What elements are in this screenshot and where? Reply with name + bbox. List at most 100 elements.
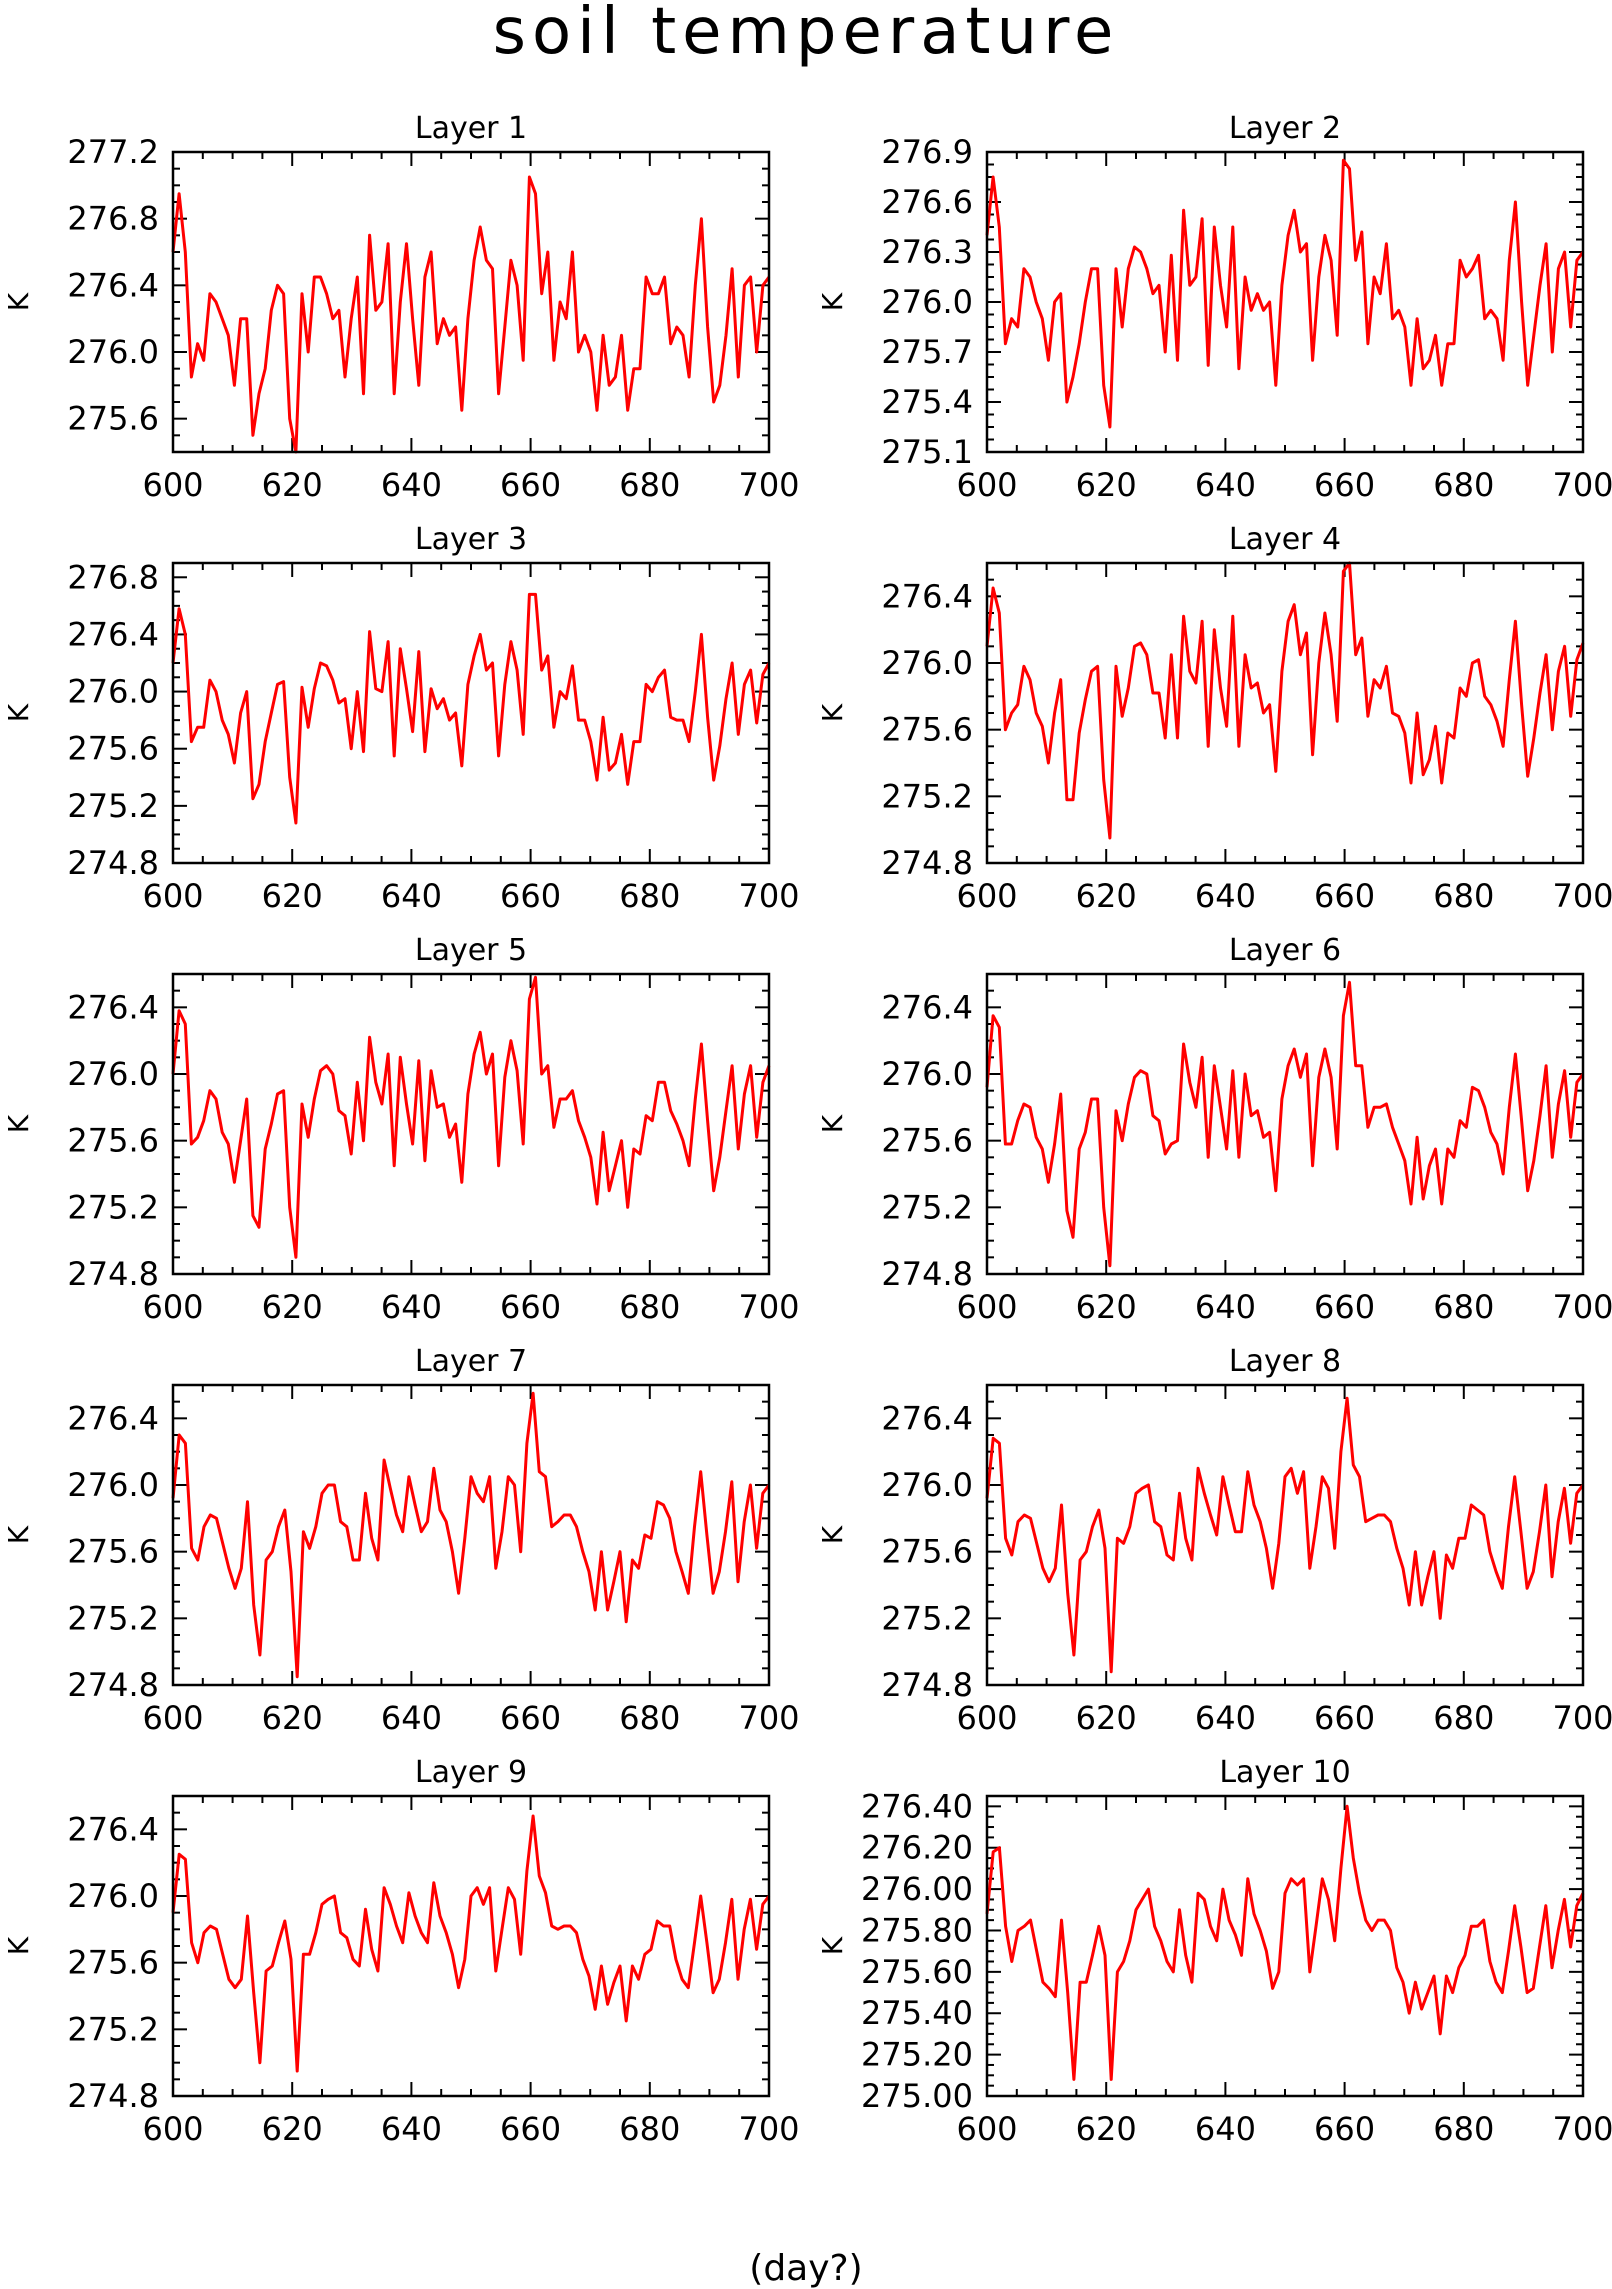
- series-line: [985, 1804, 1585, 2081]
- series-line: [171, 175, 771, 454]
- x-tick-label: 660: [1314, 1288, 1375, 1326]
- y-tick-label: 274.8: [881, 1666, 973, 1704]
- chart-panel-1: Layer 1 K 600 620 640 660 680 700 277.2 276.8 276.…: [2, 111, 800, 504]
- series-line: [985, 158, 1585, 429]
- x-tick-label: 680: [1433, 1699, 1494, 1737]
- page-title: soil temperature: [492, 0, 1120, 69]
- series-line: [985, 1396, 1585, 1674]
- x-tick-label: 700: [1552, 466, 1612, 504]
- chart-panel-5: Layer 5 K 600 620 640 660 680 700 276.4 276.0 275.…: [2, 933, 800, 1326]
- series-line: [985, 561, 1585, 840]
- chart-panel-6: Layer 6 K 600 620 640 660 680 700 276.4 276.0 275.…: [816, 933, 1612, 1326]
- y-tick-label: 274.8: [67, 1255, 159, 1293]
- y-axis-label: K: [816, 1525, 849, 1544]
- y-tick-label: 275.2: [881, 777, 973, 815]
- plot-frame: [171, 561, 771, 865]
- x-tick-label: 680: [619, 466, 680, 504]
- x-tick-label: 700: [738, 1699, 799, 1737]
- x-tick-label: 680: [619, 1288, 680, 1326]
- y-axis-label: K: [2, 703, 35, 722]
- y-tick-label: 276.4: [67, 266, 159, 304]
- x-tick-label: 600: [956, 2110, 1017, 2148]
- x-tick-label: 660: [1314, 2110, 1375, 2148]
- x-tick-label: 640: [381, 877, 442, 915]
- x-tick-label: 700: [738, 2110, 799, 2148]
- x-tick-label: 640: [1195, 1288, 1256, 1326]
- y-tick-label: 276.20: [861, 1829, 973, 1867]
- y-axis-label: K: [2, 1525, 35, 1544]
- y-axis-label: K: [816, 703, 849, 722]
- x-tick-label: 640: [381, 1288, 442, 1326]
- y-tick-label: 276.3: [881, 233, 973, 271]
- x-tick-label: 600: [142, 877, 203, 915]
- y-tick-label: 276.0: [881, 1466, 973, 1504]
- x-tick-label: 660: [500, 1288, 561, 1326]
- y-axis-label: K: [2, 292, 35, 311]
- chart-title: Layer 4: [1229, 522, 1341, 557]
- x-tick-label: 700: [738, 466, 799, 504]
- x-tick-label: 620: [1076, 1699, 1137, 1737]
- y-tick-label: 277.2: [67, 133, 159, 171]
- y-tick-label: 276.6: [881, 183, 973, 221]
- chart-title: Layer 6: [1229, 933, 1341, 968]
- y-tick-label: 275.40: [861, 1994, 973, 2032]
- y-tick-label: 275.80: [861, 1911, 973, 1949]
- x-tick-label: 640: [1195, 1699, 1256, 1737]
- y-tick-label: 276.0: [67, 1877, 159, 1915]
- x-tick-label: 620: [1076, 1288, 1137, 1326]
- y-tick-label: 275.2: [67, 1188, 159, 1226]
- x-tick-label: 600: [956, 1699, 1017, 1737]
- y-tick-label: 276.9: [881, 133, 973, 171]
- x-tick-label: 620: [1076, 2110, 1137, 2148]
- y-tick-label: 276.0: [67, 1466, 159, 1504]
- x-tick-label: 680: [1433, 1288, 1494, 1326]
- x-tick-label: 680: [619, 877, 680, 915]
- chart-title: Layer 7: [415, 1344, 527, 1379]
- x-tick-label: 600: [956, 1288, 1017, 1326]
- y-tick-label: 276.0: [67, 673, 159, 711]
- y-tick-label: 276.0: [67, 333, 159, 371]
- plot-frame: [985, 972, 1585, 1276]
- plot-frame: [985, 561, 1585, 865]
- x-tick-label: 600: [142, 1699, 203, 1737]
- y-tick-label: 276.0: [881, 644, 973, 682]
- y-tick-label: 276.0: [67, 1055, 159, 1093]
- x-tick-label: 600: [142, 466, 203, 504]
- x-tick-label: 620: [262, 2110, 323, 2148]
- y-tick-label: 275.6: [67, 730, 159, 768]
- chart-title: Layer 5: [415, 933, 527, 968]
- plot-frame: [171, 150, 771, 454]
- y-tick-label: 275.7: [881, 333, 973, 371]
- y-tick-label: 275.6: [67, 400, 159, 438]
- x-tick-label: 640: [1195, 877, 1256, 915]
- x-tick-label: 660: [1314, 1699, 1375, 1737]
- y-tick-label: 276.4: [67, 988, 159, 1026]
- chart-title: Layer 2: [1229, 111, 1341, 146]
- series-line: [171, 1391, 771, 1679]
- x-tick-label: 700: [1552, 877, 1612, 915]
- y-tick-label: 276.0: [881, 1055, 973, 1093]
- y-tick-label: 275.1: [881, 433, 973, 471]
- x-tick-label: 660: [500, 466, 561, 504]
- chart-panel-4: Layer 4 K 600 620 640 660 680 700 276.4 276.0 275.…: [816, 522, 1612, 915]
- chart-title: Layer 10: [1219, 1755, 1350, 1790]
- y-tick-label: 274.8: [67, 844, 159, 882]
- y-tick-label: 276.0: [881, 283, 973, 321]
- y-tick-label: 276.00: [861, 1870, 973, 1908]
- y-tick-label: 275.6: [67, 1944, 159, 1982]
- x-tick-label: 700: [1552, 2110, 1612, 2148]
- chart-panel-7: Layer 7 K 600 620 640 660 680 700 276.4 276.0 275.…: [2, 1344, 800, 1737]
- y-tick-label: 276.8: [67, 558, 159, 596]
- y-tick-label: 275.4: [881, 383, 973, 421]
- x-tick-label: 600: [956, 877, 1017, 915]
- x-tick-label: 600: [956, 466, 1017, 504]
- plot-frame: [171, 1794, 771, 2098]
- chart-panel-8: Layer 8 K 600 620 640 660 680 700 276.4 276.0 275.…: [816, 1344, 1612, 1737]
- y-tick-label: 274.8: [881, 844, 973, 882]
- y-tick-label: 275.6: [67, 1533, 159, 1571]
- x-axis-label: (day?): [749, 2248, 863, 2289]
- plot-frame: [985, 150, 1585, 454]
- y-axis-label: K: [2, 1114, 35, 1133]
- x-tick-label: 680: [1433, 2110, 1494, 2148]
